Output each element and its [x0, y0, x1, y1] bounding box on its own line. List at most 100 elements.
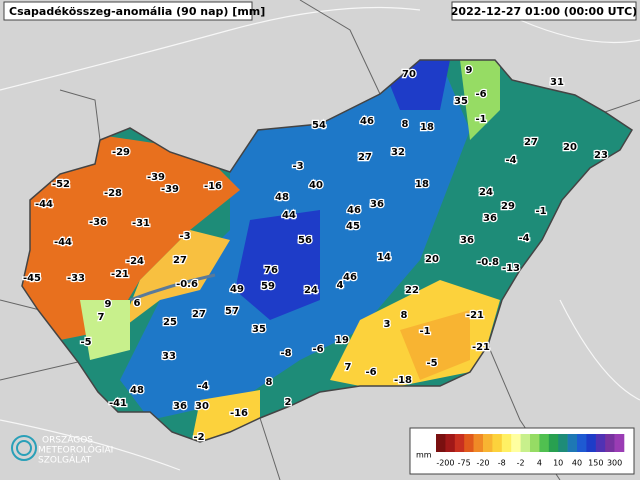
station-value: 54: [312, 120, 326, 131]
station-value: 44: [282, 210, 296, 221]
station-value: -16: [204, 181, 222, 192]
logo-mark: [16, 440, 32, 456]
country-outline: [21, 59, 634, 443]
station-value: -33: [67, 273, 85, 284]
station-value: 27: [173, 255, 187, 266]
terrain: [0, 6, 640, 471]
legend-swatch: [501, 434, 512, 452]
station-value: -13: [502, 263, 520, 274]
legend-label: -200: [436, 459, 454, 468]
station-value: 8: [401, 310, 408, 321]
station-value: 3: [384, 319, 391, 330]
legend-swatch: [511, 434, 521, 452]
station-value: 18: [415, 179, 429, 190]
legend-swatch: [605, 434, 615, 452]
legend-swatch: [492, 434, 503, 452]
station-value: -0.8: [477, 257, 499, 268]
station-value: -31: [132, 218, 150, 229]
station-value: 36: [460, 235, 474, 246]
station-value: -5: [426, 358, 437, 369]
legend-label: -2: [517, 459, 525, 468]
station-value: -3: [292, 161, 303, 172]
station-value: 59: [261, 281, 275, 292]
station-value: -18: [394, 375, 412, 386]
station-value: -1: [535, 206, 546, 217]
legend-swatch: [614, 434, 625, 452]
legend-swatch: [436, 434, 446, 452]
station-value: -1: [475, 114, 486, 125]
legend-swatch: [530, 434, 540, 452]
logo-text: SZOLGÁLAT: [38, 454, 92, 466]
station-value: -4: [505, 155, 516, 166]
station-value: 35: [252, 324, 266, 335]
station-value: -44: [35, 199, 53, 210]
station-value: 14: [377, 252, 391, 263]
legend-swatch: [548, 434, 559, 452]
station-value: -6: [365, 367, 376, 378]
station-value: -44: [54, 237, 72, 248]
station-value: 36: [173, 401, 187, 412]
station-value: 7: [345, 362, 352, 373]
station-value: 27: [192, 309, 206, 320]
station-value: 70: [402, 69, 416, 80]
station-value: 9: [105, 299, 112, 310]
station-value: -36: [89, 217, 107, 228]
legend-unit: mm: [416, 451, 432, 460]
station-value: 46: [360, 116, 374, 127]
station-value: -1: [419, 326, 430, 337]
station-value: 57: [225, 306, 239, 317]
station-value: -3: [179, 231, 190, 242]
station-value: 27: [524, 137, 538, 148]
legend-swatch: [567, 434, 578, 452]
station-value: -21: [111, 269, 129, 280]
legend-swatch: [586, 434, 597, 452]
station-value: -21: [472, 342, 490, 353]
logo-text: METEOROLÓGIAI: [38, 444, 113, 456]
station-value: 2: [285, 397, 292, 408]
station-value: -0.6: [176, 279, 198, 290]
station-value: 76: [264, 265, 278, 276]
legend-swatch: [577, 434, 587, 452]
legend-swatch: [520, 434, 531, 452]
station-value: 19: [335, 335, 349, 346]
station-value: -6: [312, 344, 323, 355]
station-value: 48: [130, 385, 144, 396]
lake: [129, 273, 216, 302]
station-value: 20: [563, 142, 577, 153]
station-value: 20: [425, 254, 439, 265]
legend-label: 150: [588, 459, 603, 468]
station-value: -39: [161, 184, 179, 195]
station-value: 33: [162, 351, 176, 362]
station-value: 8: [266, 377, 273, 388]
timestamp-box: [451, 1, 637, 21]
legend-swatch: [558, 434, 568, 452]
station-value: 24: [479, 187, 493, 198]
station-value: 24: [304, 285, 318, 296]
logo-text: ORSZÁGOS: [42, 434, 93, 446]
station-value: -39: [147, 172, 165, 183]
station-value: 25: [163, 317, 177, 328]
station-value: 9: [466, 65, 473, 76]
station-value: -45: [23, 273, 41, 284]
station-value: 32: [391, 147, 405, 158]
station-value: -8: [280, 348, 291, 359]
station-value: 7: [98, 312, 105, 323]
station-value: 46: [343, 272, 357, 283]
legend-label: -8: [498, 459, 506, 468]
station-value: 29: [501, 201, 515, 212]
station-value: 35: [454, 96, 468, 107]
logo-mark: [11, 435, 37, 461]
legend-label: -75: [458, 459, 471, 468]
station-value: 40: [309, 180, 323, 191]
legend-label: 10: [553, 459, 563, 468]
station-value: 48: [275, 192, 289, 203]
title-box: [3, 1, 253, 21]
station-value: 27: [358, 152, 372, 163]
station-value: -52: [52, 179, 70, 190]
station-value: 31: [550, 77, 564, 88]
legend-swatch: [445, 434, 456, 452]
